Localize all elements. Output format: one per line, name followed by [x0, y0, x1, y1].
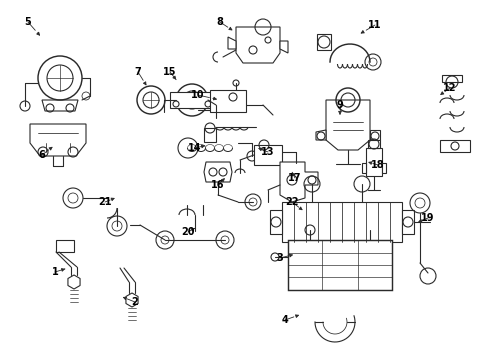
- Text: 20: 20: [181, 227, 194, 237]
- Polygon shape: [280, 162, 317, 202]
- Text: 1: 1: [52, 267, 58, 277]
- Polygon shape: [361, 163, 365, 173]
- Text: 3: 3: [276, 253, 283, 263]
- Polygon shape: [126, 293, 138, 307]
- Text: 17: 17: [287, 173, 301, 183]
- Polygon shape: [170, 92, 214, 108]
- Text: 7: 7: [134, 67, 141, 77]
- Bar: [253, 145, 282, 165]
- Polygon shape: [315, 130, 325, 140]
- Polygon shape: [325, 100, 369, 150]
- Bar: [56, 240, 74, 252]
- Polygon shape: [68, 275, 80, 289]
- Bar: [365, 148, 381, 176]
- Bar: [287, 240, 391, 290]
- Polygon shape: [441, 75, 461, 82]
- Text: 9: 9: [336, 100, 343, 110]
- Text: 18: 18: [370, 160, 384, 170]
- Bar: [203, 128, 216, 142]
- Text: 11: 11: [367, 20, 381, 30]
- Polygon shape: [280, 41, 287, 53]
- Text: 21: 21: [98, 197, 112, 207]
- Polygon shape: [381, 163, 385, 173]
- Polygon shape: [369, 130, 379, 140]
- Text: 13: 13: [261, 147, 274, 157]
- Polygon shape: [269, 210, 282, 234]
- Bar: [209, 90, 245, 112]
- Polygon shape: [30, 124, 86, 156]
- Polygon shape: [236, 27, 280, 63]
- Text: 6: 6: [39, 150, 45, 160]
- Bar: [282, 202, 401, 242]
- Text: 16: 16: [211, 180, 224, 190]
- Text: 2: 2: [131, 297, 138, 307]
- Text: 12: 12: [442, 83, 456, 93]
- Text: 19: 19: [420, 213, 434, 223]
- Text: 15: 15: [163, 67, 176, 77]
- Polygon shape: [401, 210, 413, 234]
- Text: 5: 5: [24, 17, 31, 27]
- Text: 4: 4: [281, 315, 288, 325]
- Text: 22: 22: [285, 197, 298, 207]
- Polygon shape: [439, 140, 469, 152]
- Bar: [367, 140, 379, 148]
- Polygon shape: [227, 37, 236, 49]
- Polygon shape: [316, 34, 330, 50]
- Text: 14: 14: [188, 143, 202, 153]
- Text: 10: 10: [191, 90, 204, 100]
- Polygon shape: [203, 162, 231, 182]
- Text: 8: 8: [216, 17, 223, 27]
